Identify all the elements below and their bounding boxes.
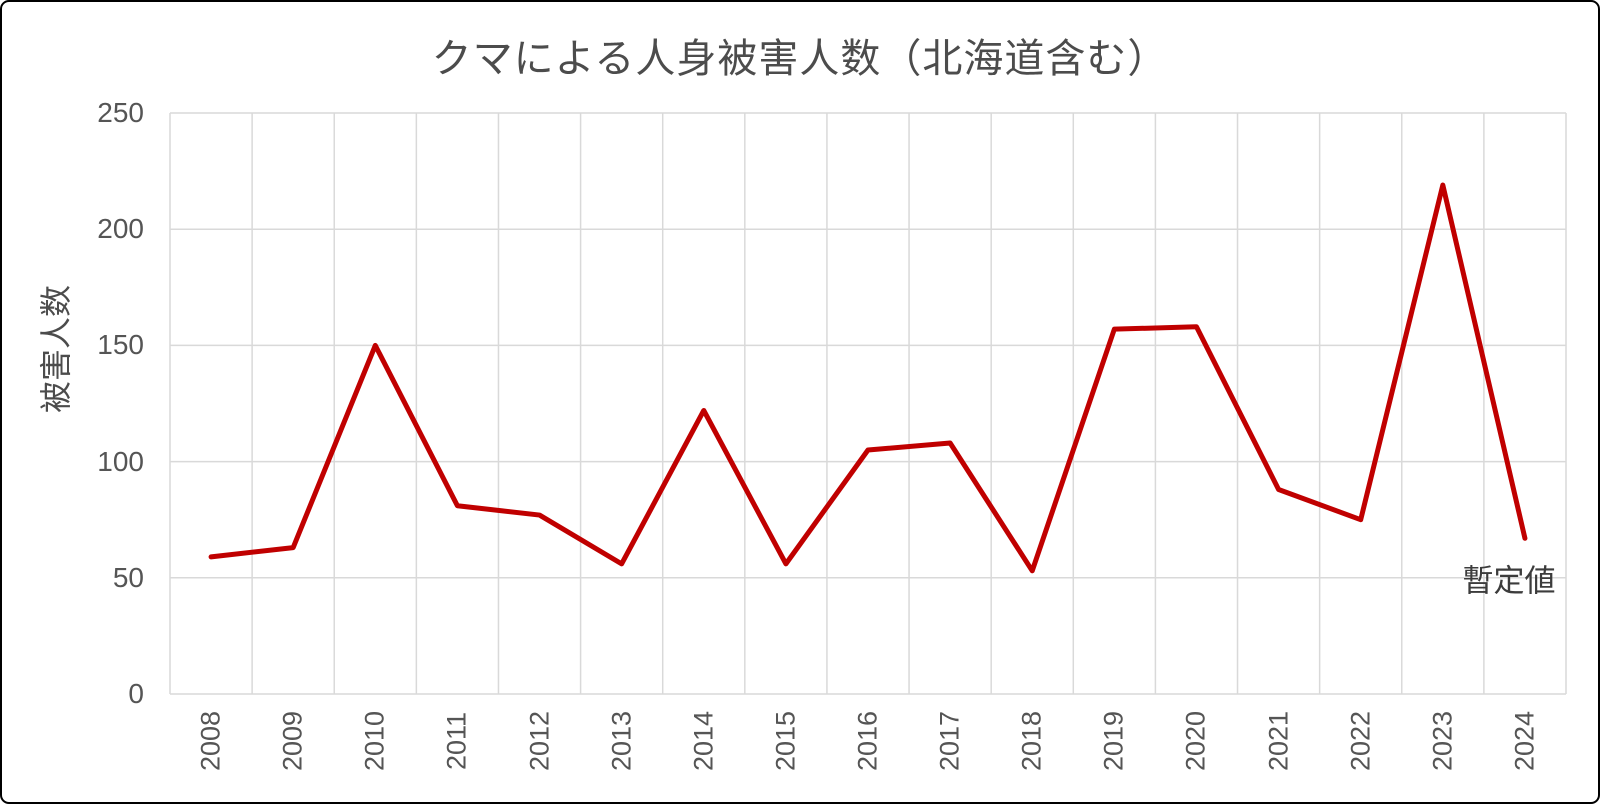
x-tick-label: 2018: [1016, 710, 1047, 772]
x-tick-label: 2022: [1345, 710, 1376, 772]
x-tick-label: 2010: [359, 710, 390, 772]
y-tick-label: 200: [97, 213, 144, 245]
x-tick-label: 2021: [1263, 710, 1294, 772]
y-tick-label: 0: [128, 678, 144, 709]
x-tick-label: 2015: [770, 710, 801, 772]
x-tick-label: 2016: [852, 710, 883, 772]
x-tick-label: 2014: [688, 710, 719, 772]
data-series-line: [208, 182, 1528, 574]
chart-title: クマによる人身被害人数（北海道含む）: [431, 37, 1169, 81]
provisional-value-annotation: 暫定値: [1462, 563, 1556, 599]
x-tick-label: 2011: [441, 711, 472, 771]
x-tick-label: 2013: [606, 710, 637, 772]
x-tick-label: 2009: [277, 710, 308, 772]
y-tick-label: 250: [97, 97, 144, 128]
x-tick-label: 2008: [195, 710, 226, 772]
x-tick-label: 2019: [1098, 710, 1129, 772]
x-tick-label: 2023: [1427, 710, 1458, 772]
y-tick-label: 50: [112, 561, 144, 593]
x-tick-label: 2017: [934, 710, 965, 772]
y-tick-label: 150: [97, 329, 144, 361]
y-tick-label: 100: [97, 445, 144, 477]
x-tick-label: 2024: [1509, 710, 1540, 772]
x-tick-label: 2012: [524, 710, 555, 772]
x-tick-label: 2020: [1180, 710, 1211, 772]
